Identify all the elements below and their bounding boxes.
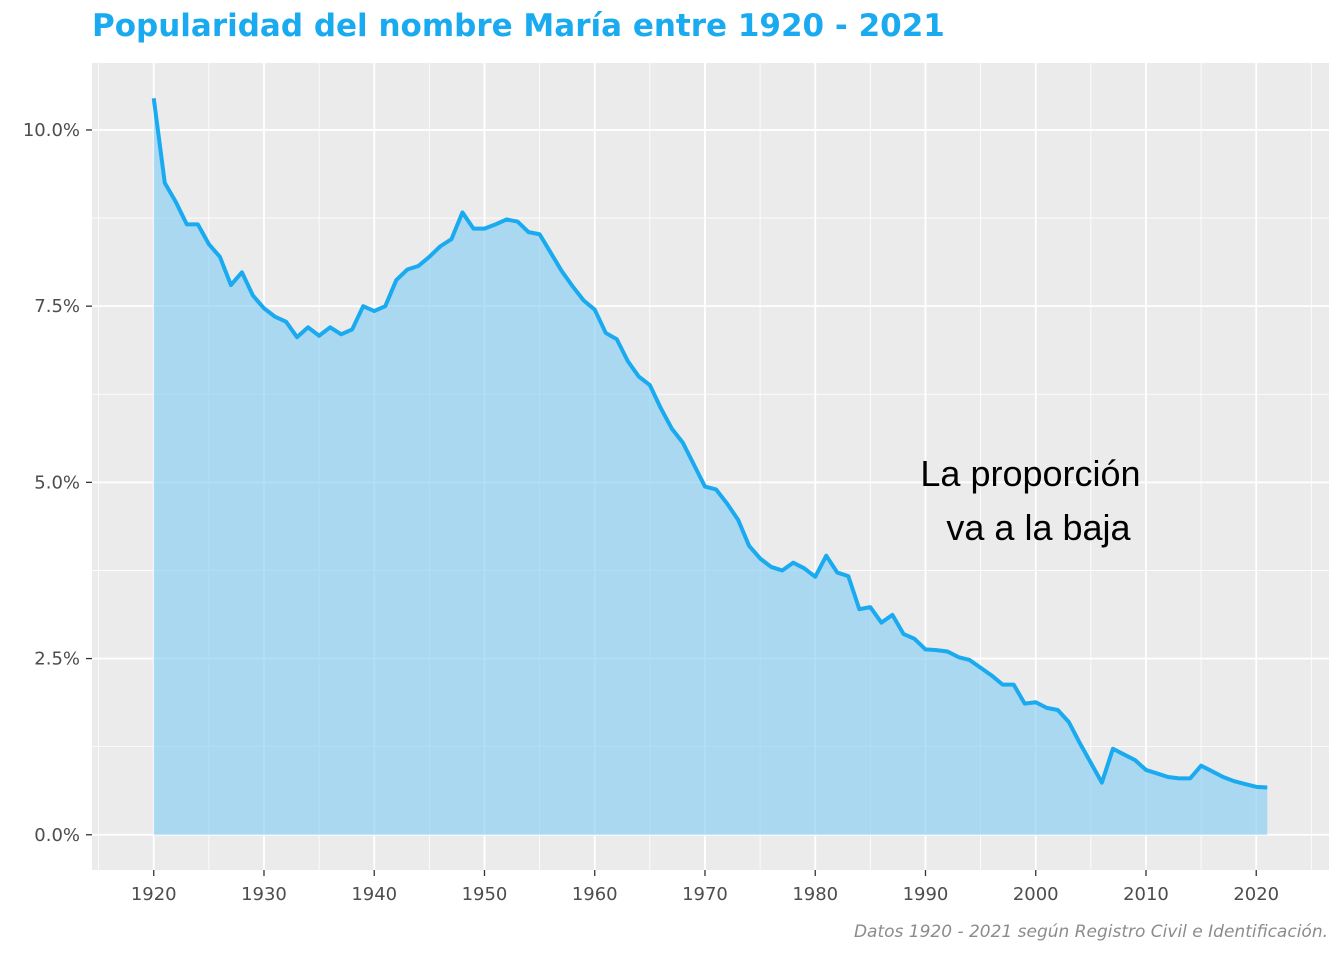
x-tick-label: 1990 <box>903 884 949 905</box>
series-line <box>151 97 1268 790</box>
y-axis: 0.0% 2.5% 5.0% 7.5% 10.0% <box>23 120 92 846</box>
chart-title: Popularidad del nombre María entre 1920 … <box>92 8 945 44</box>
annotation-line-1: La proporción <box>920 453 1140 494</box>
x-tick-label: 2020 <box>1233 884 1279 905</box>
x-tick-label: 1960 <box>572 884 618 905</box>
chart-caption: Datos 1920 - 2021 según Registro Civil e… <box>853 922 1328 942</box>
x-tick-label: 1920 <box>131 884 177 905</box>
x-tick-label: 1980 <box>792 884 838 905</box>
x-tick-label: 1970 <box>682 884 728 905</box>
x-tick-label: 1940 <box>351 884 397 905</box>
x-tick-label: 1930 <box>241 884 287 905</box>
annotation-line-2: va a la baja <box>946 507 1131 548</box>
x-tick-label: 2000 <box>1013 884 1059 905</box>
y-tick-label: 5.0% <box>34 472 80 493</box>
x-axis: 1920 1930 1940 1950 1960 1970 1980 1990 2000 2010… <box>131 870 1279 905</box>
y-tick-label: 2.5% <box>34 649 80 670</box>
y-tick-label: 0.0% <box>34 825 80 846</box>
y-tick-label: 10.0% <box>23 120 80 141</box>
y-tick-label: 7.5% <box>34 296 80 317</box>
x-tick-label: 1950 <box>462 884 508 905</box>
x-tick-label: 2010 <box>1123 884 1169 905</box>
area-fill <box>153 98 1268 835</box>
